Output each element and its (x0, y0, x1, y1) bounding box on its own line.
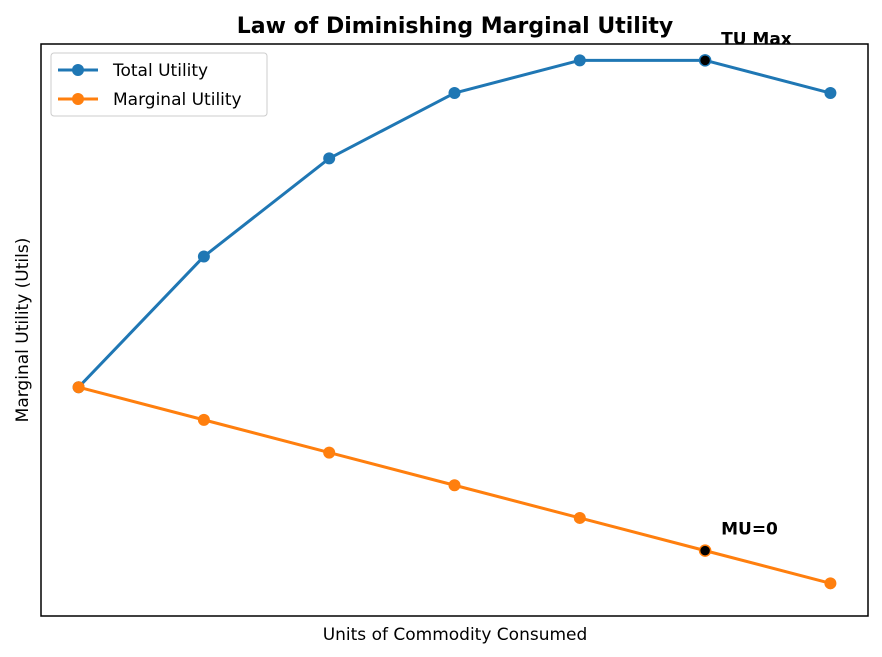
data-point-total-utility-3 (323, 152, 336, 165)
data-point-marginal-utility-5 (573, 511, 586, 524)
data-point-total-utility-2 (197, 250, 210, 263)
annotation-marker-mu-0 (698, 544, 712, 557)
plot-frame (40, 43, 869, 617)
data-point-marginal-utility-4 (448, 479, 461, 492)
y-axis-label: Marginal Utility (Utils) (13, 238, 33, 423)
data-point-marginal-utility-2 (197, 413, 210, 426)
annotation-marker-tu-max (698, 54, 712, 67)
series-marginal-utility (72, 381, 837, 590)
annotation-label-mu-0: MU=0 (721, 520, 778, 540)
legend-marker-marginal-utility (72, 93, 84, 105)
legend-box (50, 52, 268, 117)
legend: Total Utility Marginal Utility (50, 52, 268, 117)
data-point-total-utility-4 (448, 87, 461, 100)
annotation-layer: TU Max MU=0 (698, 29, 792, 557)
data-point-marginal-utility-7 (824, 577, 837, 590)
annotation-label-tu-max: TU Max (721, 29, 792, 49)
series-layer (72, 54, 837, 590)
x-axis-label: Units of Commodity Consumed (323, 625, 588, 645)
chart-title: Law of Diminishing Marginal Utility (237, 14, 673, 39)
data-point-marginal-utility-3 (323, 446, 336, 459)
data-point-marginal-utility-1 (72, 381, 85, 394)
data-point-total-utility-5 (573, 54, 586, 67)
legend-label-marginal-utility: Marginal Utility (113, 90, 242, 110)
legend-marker-total-utility (72, 64, 84, 76)
legend-label-total-utility: Total Utility (112, 61, 208, 81)
data-point-total-utility-7 (824, 87, 837, 100)
